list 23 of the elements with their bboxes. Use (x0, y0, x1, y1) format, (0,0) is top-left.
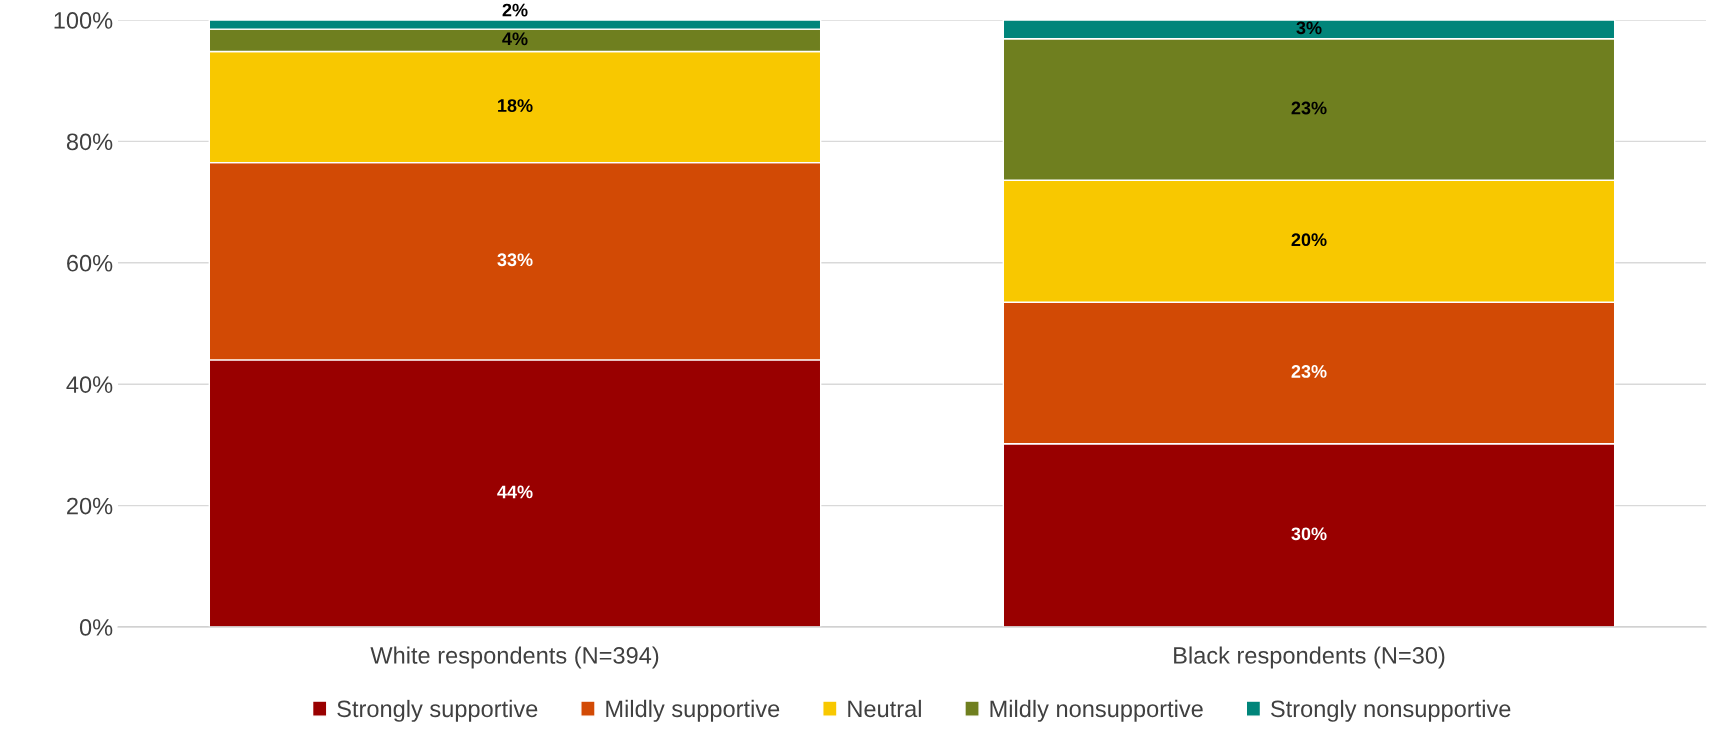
data-label: 3% (1296, 21, 1322, 35)
legend-label: Strongly nonsupportive (1270, 699, 1511, 722)
data-label: 44% (497, 485, 533, 499)
y-tick-label: 100% (54, 12, 113, 29)
data-label: 23% (1291, 365, 1327, 378)
y-tick-label: 60% (67, 254, 113, 272)
data-label: 23% (1291, 101, 1327, 115)
data-label: 33% (497, 253, 533, 267)
legend-label: Strongly supportive (337, 699, 538, 722)
data-label: 4% (502, 32, 528, 46)
y-tick-label: 20% (67, 497, 113, 515)
y-tick-label: 0% (79, 619, 113, 636)
data-label: 30% (1291, 527, 1327, 541)
data-label: 18% (498, 99, 533, 112)
legend-label: Neutral (848, 699, 921, 718)
y-tick-label: 40% (66, 376, 113, 393)
y-tick-label: 80% (66, 133, 113, 151)
legend-label: Mildly supportive (606, 699, 780, 722)
x-tick-label: Black respondents (N=30) (1174, 646, 1445, 669)
legend-label: Mildly nonsupportive (990, 699, 1203, 722)
data-label: 20% (1291, 233, 1327, 247)
x-tick-label: White respondents (N=394) (370, 646, 659, 669)
data-label: 2% (502, 3, 528, 17)
